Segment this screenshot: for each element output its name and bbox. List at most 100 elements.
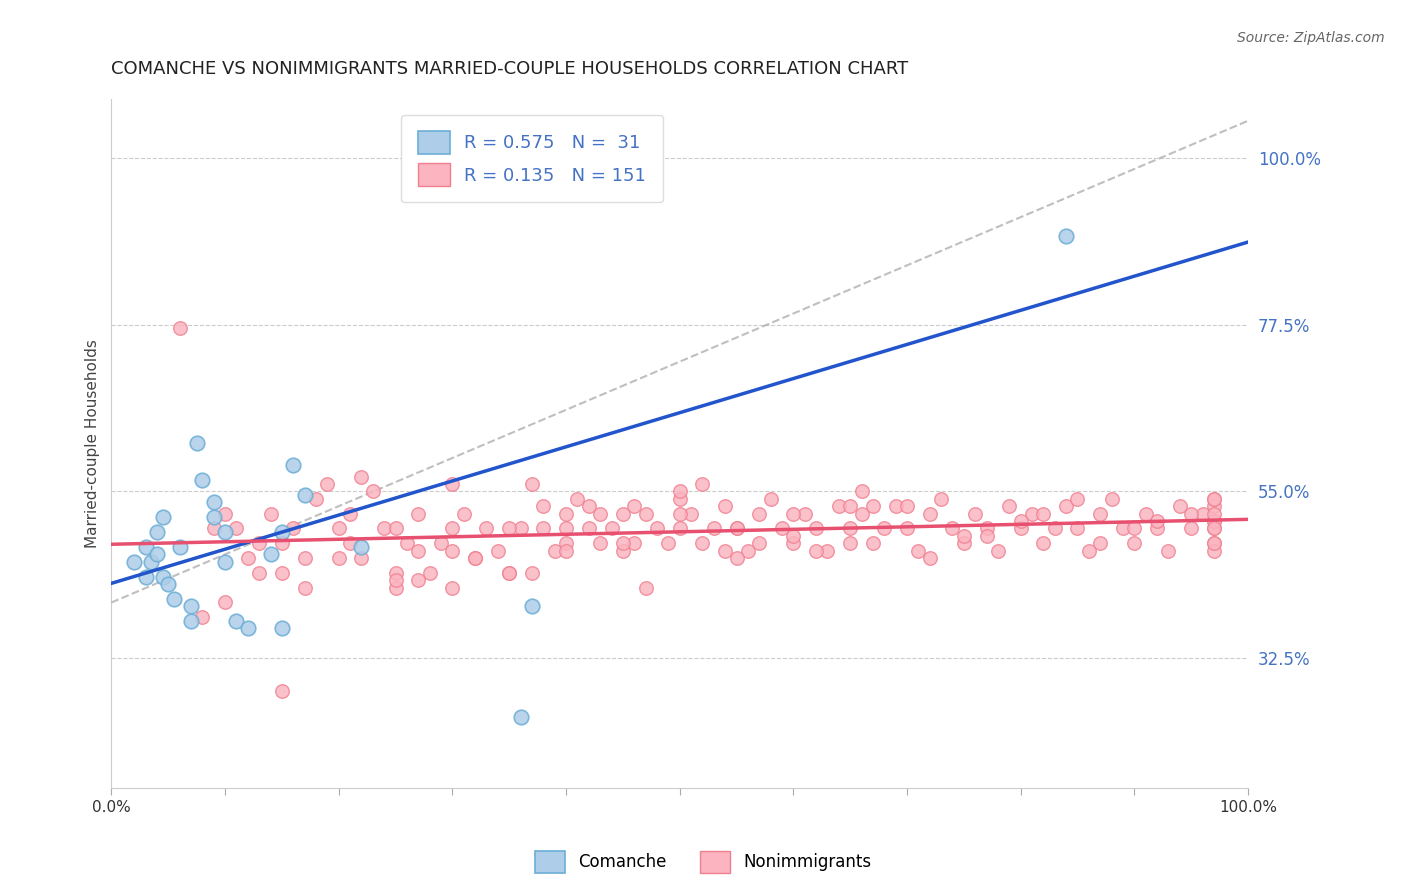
Point	[976, 529, 998, 543]
Point	[544, 543, 567, 558]
Point	[520, 477, 543, 491]
Point	[953, 536, 976, 550]
Point	[941, 521, 963, 535]
Point	[987, 543, 1010, 558]
Point	[555, 536, 578, 550]
Point	[1010, 521, 1032, 535]
Point	[623, 536, 645, 550]
Point	[589, 536, 612, 550]
Point	[839, 536, 862, 550]
Point	[782, 536, 804, 550]
Point	[531, 499, 554, 513]
Point	[283, 458, 305, 473]
Point	[214, 525, 236, 540]
Point	[384, 574, 406, 588]
Legend: R = 0.575   N =  31, R = 0.135   N = 151: R = 0.575 N = 31, R = 0.135 N = 151	[401, 114, 662, 202]
Point	[339, 536, 361, 550]
Point	[270, 525, 292, 540]
Point	[634, 581, 657, 595]
Point	[839, 499, 862, 513]
Point	[441, 477, 464, 491]
Point	[1123, 536, 1146, 550]
Point	[236, 551, 259, 566]
Point	[668, 521, 690, 535]
Point	[645, 521, 668, 535]
Point	[373, 521, 395, 535]
Point	[406, 507, 429, 521]
Point	[1191, 507, 1213, 521]
Point	[862, 499, 884, 513]
Point	[180, 599, 202, 614]
Point	[191, 473, 214, 487]
Point	[283, 521, 305, 535]
Point	[692, 477, 714, 491]
Point	[406, 543, 429, 558]
Point	[186, 436, 208, 450]
Point	[714, 543, 737, 558]
Point	[270, 536, 292, 550]
Point	[600, 521, 623, 535]
Point	[339, 507, 361, 521]
Text: Source: ZipAtlas.com: Source: ZipAtlas.com	[1237, 31, 1385, 45]
Point	[202, 495, 225, 509]
Point	[202, 521, 225, 535]
Point	[134, 569, 156, 583]
Point	[748, 507, 770, 521]
Point	[305, 491, 328, 506]
Point	[1202, 507, 1225, 521]
Point	[214, 595, 236, 609]
Point	[531, 521, 554, 535]
Point	[430, 536, 453, 550]
Point	[350, 540, 373, 554]
Point	[1146, 514, 1168, 528]
Point	[259, 547, 281, 561]
Point	[1054, 228, 1077, 243]
Point	[692, 536, 714, 550]
Point	[623, 499, 645, 513]
Point	[1202, 521, 1225, 535]
Point	[270, 566, 292, 580]
Point	[612, 507, 634, 521]
Point	[1180, 521, 1202, 535]
Point	[578, 521, 600, 535]
Point	[1135, 507, 1157, 521]
Point	[486, 543, 509, 558]
Point	[214, 555, 236, 569]
Point	[191, 610, 214, 624]
Text: COMANCHE VS NONIMMIGRANTS MARRIED-COUPLE HOUSEHOLDS CORRELATION CHART: COMANCHE VS NONIMMIGRANTS MARRIED-COUPLE…	[111, 60, 908, 78]
Point	[725, 521, 748, 535]
Point	[180, 614, 202, 628]
Point	[520, 566, 543, 580]
Point	[225, 521, 247, 535]
Point	[498, 521, 520, 535]
Point	[998, 499, 1021, 513]
Point	[1101, 491, 1123, 506]
Point	[270, 622, 292, 636]
Point	[1202, 514, 1225, 528]
Point	[350, 551, 373, 566]
Point	[555, 521, 578, 535]
Point	[804, 543, 827, 558]
Point	[929, 491, 952, 506]
Point	[225, 614, 247, 628]
Point	[714, 499, 737, 513]
Point	[782, 529, 804, 543]
Point	[1066, 521, 1088, 535]
Point	[1202, 543, 1225, 558]
Point	[328, 521, 350, 535]
Point	[464, 551, 486, 566]
Point	[1032, 507, 1054, 521]
Point	[839, 521, 862, 535]
Point	[384, 581, 406, 595]
Point	[918, 551, 941, 566]
Point	[737, 543, 759, 558]
Point	[976, 521, 998, 535]
Point	[770, 521, 793, 535]
Point	[1021, 507, 1043, 521]
Point	[657, 536, 679, 550]
Point	[1202, 521, 1225, 535]
Point	[520, 599, 543, 614]
Point	[1202, 491, 1225, 506]
Point	[578, 499, 600, 513]
Point	[884, 499, 907, 513]
